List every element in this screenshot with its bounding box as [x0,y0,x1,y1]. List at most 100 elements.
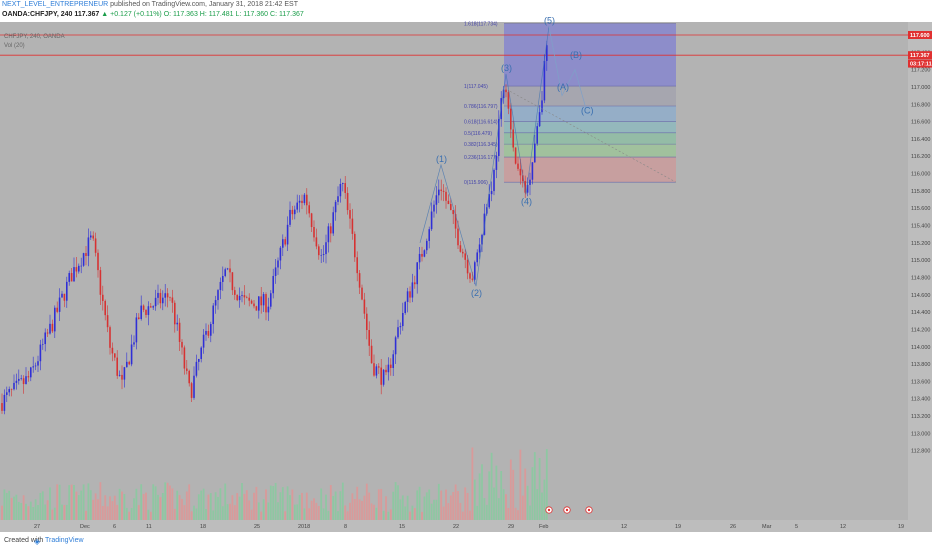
candle-body [315,237,318,247]
candle-body [226,268,229,270]
candle-body [138,317,140,320]
candle-body [392,354,394,368]
volume-bar [202,488,205,520]
candle-body [224,269,226,276]
candle-body [51,323,54,332]
x-tick-label: 22 [453,524,459,530]
volume-bar [22,495,25,520]
x-tick-label: Mar [762,524,772,530]
candle-body [303,194,306,204]
candle-body [46,332,49,334]
candle-body [75,267,78,272]
volume-bar [238,496,241,520]
volume-bar [207,494,210,520]
candle-body [524,181,526,193]
volume-bar [53,507,56,520]
candle-body [171,297,174,303]
candle-body [34,365,37,367]
y-tick-label: 113.000 [911,431,930,437]
symbol-label: OANDA:CHFJPY, 240 [2,11,73,18]
event-marker-dot [565,508,569,512]
candle-body [181,341,183,348]
candle-body [418,253,421,263]
candle-body [104,300,106,316]
volume-bar [63,505,66,520]
candle-body [3,394,6,411]
candle-body [234,290,236,295]
candle-body [193,375,195,398]
candle-body [121,374,123,380]
volume-bar [82,484,85,520]
volume-bar [377,489,380,520]
footer-bar: Created with ◈ TradingView [0,532,932,550]
volume-bar [500,471,503,520]
candle-body [61,293,63,298]
volume-bar [92,499,95,520]
candle-body [313,227,315,238]
candle-body [118,374,121,376]
candle-body [272,275,274,294]
y-tick-label: 113.800 [911,362,930,368]
wave-label: (B) [570,50,582,60]
volume-bar [152,484,155,520]
volume-bar [233,505,236,520]
candle-body [370,345,373,364]
change-value: ▲ +0.127 (+0.11%) [101,11,162,18]
tradingview-brand[interactable]: TradingView [45,537,84,544]
author-link[interactable]: NEXT_LEVEL_ENTREPRENEUR [2,1,109,8]
volume-bar [517,510,519,520]
candle-body [205,331,207,335]
candle-body [111,347,114,354]
candle-body [334,201,337,213]
candle-body [382,369,385,385]
candle-body [325,242,327,255]
y-tick-label: 114.800 [911,275,930,281]
volume-bar [478,473,481,520]
volume-bar [399,499,402,520]
fib-label: 0.236(116.177) [464,155,498,161]
candle-body [481,234,483,245]
volume-bar [99,482,102,520]
candle-body [380,367,382,385]
volume-bar [370,503,373,520]
price-tag-text: 03:17:11 [910,62,932,68]
candle-body [20,378,22,379]
candle-body [344,183,346,193]
volume-bar [123,493,126,520]
volume-bar [529,505,531,520]
candle-body [462,251,464,254]
volume-bar [305,492,308,520]
volume-bar [111,501,114,520]
volume-bar [411,505,414,520]
candle-body [466,259,469,274]
candle-body [27,376,30,378]
volume-bar [255,486,258,520]
candle-body [435,195,438,205]
volume-bar [495,465,498,520]
candle-body [99,270,102,295]
volume-bar [538,458,541,520]
candle-body [87,237,90,256]
x-tick-label: 2018 [298,524,310,530]
volume-bar [279,492,282,520]
x-tick-label: 25 [254,524,260,530]
volume-bar [301,492,303,520]
volume-bar [524,468,527,520]
candle-body [433,204,435,212]
tradingview-logo-icon: ◈ [34,537,41,546]
volume-bar [404,506,407,520]
candle-body [200,347,202,359]
volume-bar [209,493,212,520]
candle-body [519,168,522,176]
volume-bar [46,500,49,520]
candle-body [80,265,82,267]
candle-body [469,273,471,279]
candle-body [253,303,255,307]
volume-bar [80,490,83,520]
price-tag-text: 117.367 [910,53,930,59]
candle-body [183,347,186,369]
volume-bar [289,495,291,520]
x-tick-label: 26 [730,524,736,530]
volume-bar [257,502,260,520]
